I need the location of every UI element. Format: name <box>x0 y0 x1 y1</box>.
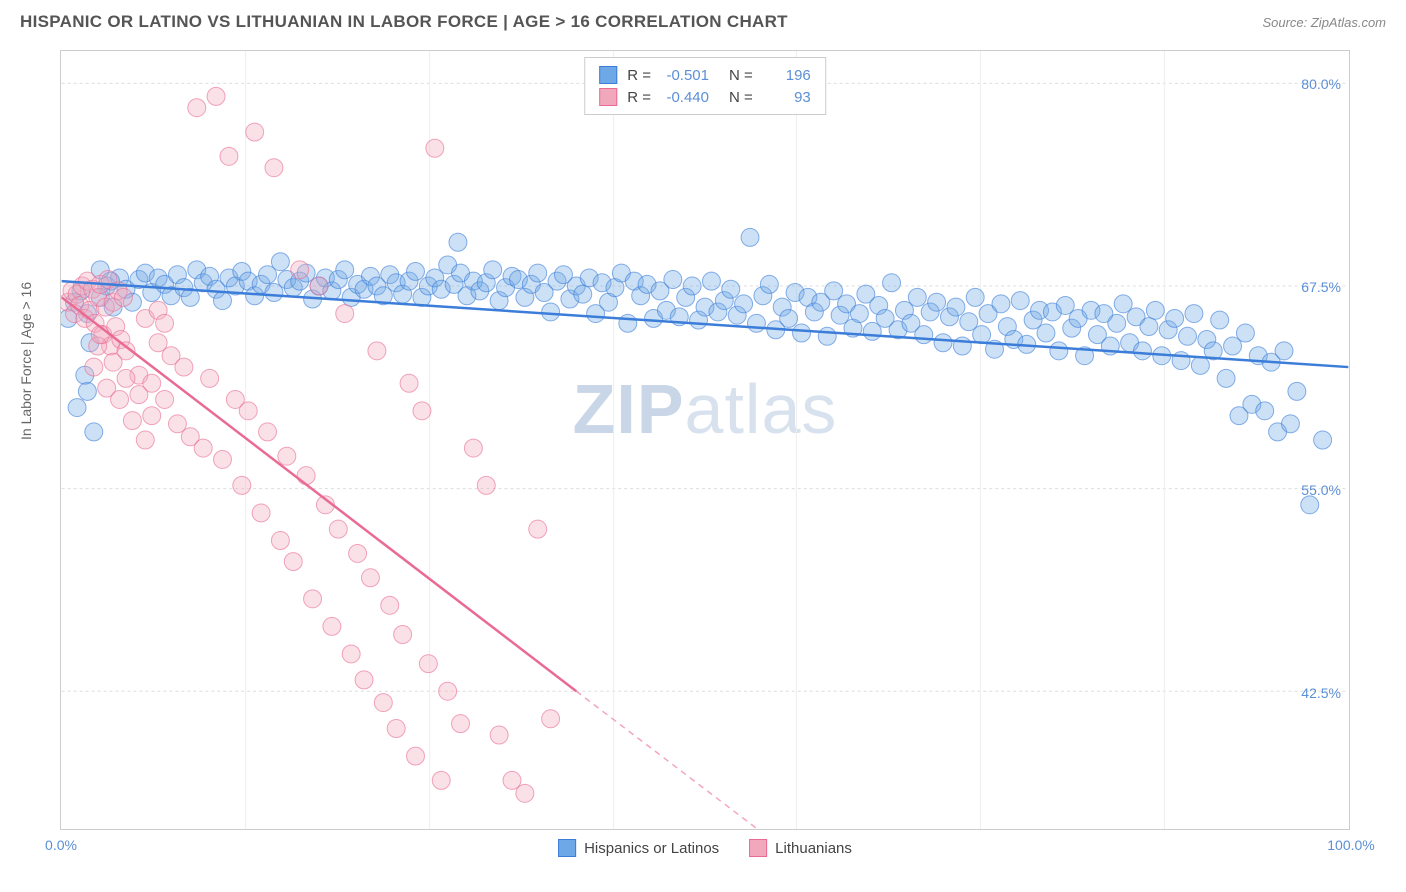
scatter-plot <box>61 51 1349 829</box>
correlation-legend: R =-0.501 N =196 R =-0.440 N =93 <box>584 57 826 115</box>
y-tick-label: 67.5% <box>1301 279 1341 295</box>
x-tick-label: 100.0% <box>1327 837 1374 853</box>
y-tick-label: 55.0% <box>1301 482 1341 498</box>
correlation-row: R =-0.501 N =196 <box>599 64 811 86</box>
chart-title: HISPANIC OR LATINO VS LITHUANIAN IN LABO… <box>20 12 788 32</box>
x-tick-label: 0.0% <box>45 837 77 853</box>
series-swatch <box>599 88 617 106</box>
chart-area: ZIPatlas R =-0.501 N =196 R =-0.440 N =9… <box>60 50 1350 830</box>
legend-item: Lithuanians <box>749 839 852 857</box>
series-swatch <box>749 839 767 857</box>
series-swatch <box>599 66 617 84</box>
correlation-row: R =-0.440 N =93 <box>599 86 811 108</box>
series-swatch <box>558 839 576 857</box>
legend-item: Hispanics or Latinos <box>558 839 719 857</box>
source-label: Source: ZipAtlas.com <box>1262 15 1386 30</box>
y-tick-label: 42.5% <box>1301 685 1341 701</box>
series-legend: Hispanics or Latinos Lithuanians <box>558 839 852 857</box>
y-axis-label: In Labor Force | Age > 16 <box>18 282 34 440</box>
y-tick-label: 80.0% <box>1301 76 1341 92</box>
